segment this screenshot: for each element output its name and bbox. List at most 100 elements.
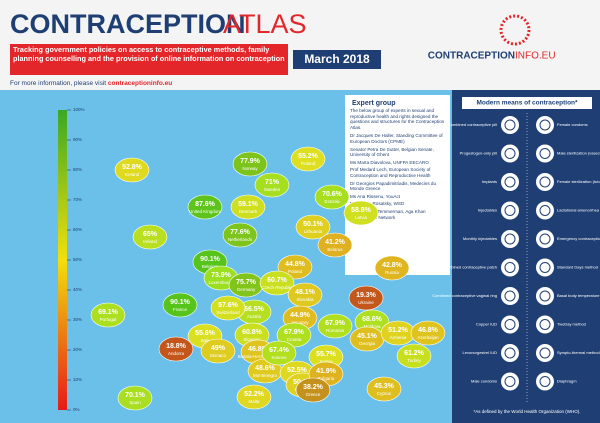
method-label: Implants: [482, 179, 497, 184]
methods-title-band: [462, 97, 592, 109]
country-name: Croatia: [287, 337, 302, 342]
country-value: 50.1%: [303, 221, 324, 228]
country-value: 67.9%: [284, 329, 305, 336]
content: 100% 90% 80% 70% 60% 50% 40% 30% 20% 10% 0% 52.8%Ic…: [67, 107, 600, 412]
method-icon-inner: [539, 205, 551, 216]
method-icon: [536, 230, 554, 248]
country-name: Slovenia: [243, 337, 261, 342]
country-name: Poland: [288, 269, 303, 274]
legend-tick-label: 50%: [73, 257, 82, 262]
country-value: 73.9%: [211, 272, 232, 279]
method-label: Female condoms: [557, 122, 588, 127]
expert-member: Dr Jacques De Haller, Standing Committee…: [350, 133, 443, 144]
method-label: Basal body temperature method: [557, 293, 600, 298]
method-icon: [501, 230, 519, 248]
country-value: 90.1%: [170, 299, 191, 306]
methods-panel: [452, 90, 600, 423]
country-value: 70.6%: [322, 191, 343, 198]
country: [317, 313, 353, 339]
country: [222, 222, 258, 248]
method-label: Levonorgestrel IUD: [463, 350, 498, 355]
country-value: 90.1%: [200, 256, 221, 263]
date-band: [293, 50, 381, 69]
country-value: 41.2%: [325, 239, 346, 246]
country-value: 55.2%: [298, 153, 319, 160]
method-icon: [501, 116, 519, 134]
method-icon-inner: [539, 233, 551, 245]
date: March 2018: [304, 52, 370, 66]
method-label: Injectables: [478, 208, 497, 213]
country-value: 52.2%: [244, 391, 265, 398]
country-name: France: [173, 307, 188, 312]
country-value: 52.5%: [287, 367, 308, 374]
method-label: Combined contraceptive vaginal ring: [432, 293, 497, 298]
country: [374, 255, 410, 281]
country-value: 44.8%: [285, 261, 306, 268]
logo: INFO.EU: [515, 51, 556, 62]
expert-title: Expert group: [352, 100, 396, 107]
more-info: For more information, please visit contr…: [10, 80, 172, 87]
country-name: Denmark: [239, 209, 258, 214]
country: [114, 157, 150, 183]
country-value: 49%: [211, 345, 226, 352]
expert-box: The below group of experts in sexual and…: [350, 108, 444, 220]
more-info-link[interactable]: contraceptioninfo.eu: [108, 80, 172, 87]
country: [348, 285, 384, 311]
country-name: Azerbaijan: [417, 335, 439, 340]
logo: CONTRACEPTION: [428, 51, 515, 62]
country-value: 58.8%: [351, 207, 372, 214]
method-icon: [536, 344, 554, 362]
legend-tick-label: 100%: [73, 107, 85, 112]
method-label: Combined contraceptive patch: [443, 265, 497, 270]
country-name: United Kingdom: [189, 209, 221, 214]
legend-tick-label: 60%: [73, 227, 82, 232]
country-value: 75.7%: [236, 279, 257, 286]
country-value: 45.3%: [374, 383, 395, 390]
country: [290, 146, 326, 172]
country-value: 51.2%: [388, 327, 409, 334]
expert-member: Senator Petra De Sutter, Belgian Senate,…: [350, 146, 434, 158]
method-icon: [501, 372, 519, 391]
method-label: Progestogen-only pill: [460, 151, 497, 156]
country-name: Turkey: [407, 358, 421, 363]
country: [366, 376, 402, 402]
method-icon: [501, 258, 519, 277]
expert-member: Prof Medard Lech, European Society of Co…: [350, 167, 431, 178]
country-name: Portugal: [100, 317, 117, 322]
method-label: Male sterilization (vasectomy): [557, 151, 600, 156]
country-value: 77.6%: [230, 229, 251, 236]
country-name: Luxembourg: [208, 280, 234, 285]
country-value: 46.8%: [418, 327, 439, 334]
country-value: 60.7%: [267, 277, 288, 284]
method-icon: [536, 116, 554, 134]
method-icon-inner: [504, 319, 516, 330]
method-icon: [536, 258, 554, 277]
country-name: Latvia: [355, 215, 368, 220]
method-icon: [501, 173, 519, 191]
method-label: Diaphragm: [557, 379, 577, 384]
country: [295, 214, 331, 240]
country-value: 18.8%: [166, 343, 187, 350]
method-label: Female sterilization (tubal ligation): [557, 179, 600, 184]
method-icon-inner: [539, 262, 551, 273]
country-name: Georgia: [359, 341, 376, 346]
country: [232, 151, 268, 177]
country-value: 38.2%: [303, 384, 324, 391]
methods-title: Modern means of contraception*: [476, 100, 578, 107]
country-name: Belgium: [202, 264, 219, 269]
country-name: Moldova: [363, 324, 381, 329]
country-name: Bosnia-Herzegovina: [238, 354, 279, 359]
country-value: 41.9%: [316, 368, 337, 375]
method-label: Emergency contraception pills: [557, 236, 600, 241]
country-name: Romania: [326, 328, 345, 333]
country-name: Iceland: [125, 172, 140, 177]
country-name: Belarus: [327, 247, 343, 252]
expert-member: Ms Amelia Rosatsky, WSD: [350, 201, 405, 207]
country: [117, 385, 153, 411]
country-name: Montenegro: [253, 373, 278, 378]
country-value: 52.8%: [122, 164, 143, 171]
country-value: 60.8%: [242, 329, 263, 336]
country: [162, 292, 198, 318]
method-label: Monthly injectables: [463, 236, 497, 241]
